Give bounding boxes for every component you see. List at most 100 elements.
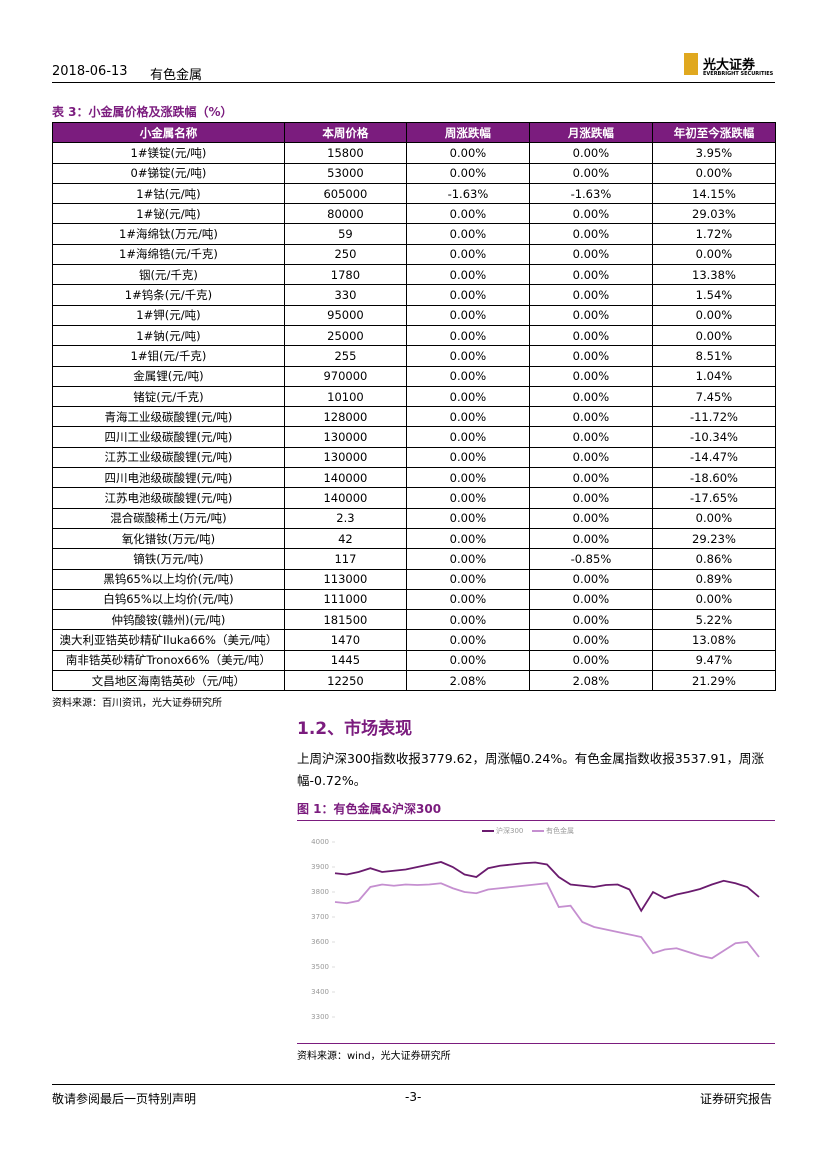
table-row: 青海工业级碳酸锂(元/吨) 128000 0.00% 0.00% -11.72% [52,406,777,428]
table-cell: 0.00% [528,345,653,367]
table-cell: 2.08% [528,670,653,692]
table-cell: 1.72% [651,223,777,245]
table-cell: 锗锭(元/千克) [52,385,285,408]
table-cell: 氧化镨钕(万元/吨) [52,527,285,550]
table-cell: 0.00% [405,264,530,286]
table-cell: 1#铋(元/吨) [52,203,285,225]
table-cell: 0.00% [405,507,530,529]
figure-source: 资料来源：wind，光大证券研究所 [297,1051,451,1062]
table-cell: 970000 [283,365,407,387]
table-row: 仲钨酸铵(赣州)(元/吨) 181500 0.00% 0.00% 5.22% [52,609,777,631]
footer-rule [52,1084,775,1085]
table-row: 四川工业级碳酸锂(元/吨) 130000 0.00% 0.00% -10.34% [52,426,777,448]
table-cell: 0.00% [405,324,530,347]
table-cell: 250 [283,243,407,266]
table-cell: 140000 [283,467,407,489]
table-cell: 0.00% [405,446,530,469]
table-cell: 0.00% [405,385,530,408]
table-cell: 0.00% [405,284,530,306]
table-cell: 0.00% [651,588,777,611]
table-cell: 0.00% [528,649,653,672]
table-cell: 0.00% [528,467,653,489]
table-cell: 混合碳酸稀土(万元/吨) [52,507,285,529]
table-cell: 0.89% [651,568,777,590]
table-row: 1#钨条(元/千克) 330 0.00% 0.00% 1.54% [52,284,777,306]
table-cell: 0.00% [405,467,530,489]
table-cell: 0.00% [405,487,530,509]
series-line [334,861,760,913]
table-cell: 0.00% [405,527,530,550]
table-row: 锗锭(元/千克) 10100 0.00% 0.00% 7.45% [52,385,777,408]
table-cell: 111000 [283,588,407,611]
table-row: 1#海绵锆(元/千克) 250 0.00% 0.00% 0.00% [52,243,777,266]
table-cell: 117 [283,548,407,570]
y-tick-label: 3500 [311,963,329,971]
table-cell: 5.22% [651,609,777,631]
table-cell: 2.08% [405,670,530,692]
table-cell: 7.45% [651,385,777,408]
table-cell: 0.00% [405,609,530,631]
logo-en: EVERBRIGHT SECURITIES [703,71,774,77]
table-cell: 1#海绵钛(万元/吨) [52,223,285,245]
table-cell: 0.00% [528,324,653,347]
table-cell: 铟(元/千克) [52,264,285,286]
table-cell: 181500 [283,609,407,631]
table-cell: 0.00% [528,365,653,387]
table-cell: 0.00% [405,162,530,184]
table-row: 四川电池级碳酸锂(元/吨) 140000 0.00% 0.00% -18.60% [52,467,777,489]
table-cell: 0.00% [528,406,653,428]
y-tick-label: 3300 [311,1013,329,1021]
table-cell: -14.47% [651,446,777,469]
table-cell: 8.51% [651,345,777,367]
table-cell: 80000 [283,203,407,225]
y-tick-label: 3700 [311,913,329,921]
figure-rule [297,1043,775,1044]
header-date: 2018-06-13 [52,64,128,79]
table-cell: 140000 [283,487,407,509]
legend-label: 有色金属 [546,826,574,835]
table-cell: 29.03% [651,203,777,225]
table-cell: 0.00% [405,568,530,590]
table-cell: 0#锑锭(元/吨) [52,162,285,184]
table-cell: 四川工业级碳酸锂(元/吨) [52,426,285,448]
table-cell: 0.00% [651,304,777,326]
table-cell: 13.38% [651,264,777,286]
table-source: 资料来源：百川资讯，光大证券研究所 [52,698,222,709]
table-cell: 0.00% [405,243,530,266]
table-cell: 0.00% [405,365,530,387]
table-cell: 镝铁(万元/吨) [52,548,285,570]
table-row: 铟(元/千克) 1780 0.00% 0.00% 13.38% [52,264,777,286]
table-cell: 2.3 [283,507,407,529]
column-header: 本周价格 [283,121,407,144]
table-cell: 53000 [283,162,407,184]
table-row: 1#镁锭(元/吨) 15800 0.00% 0.00% 3.95% [52,142,777,164]
table-cell: 0.00% [405,142,530,164]
table-cell: 0.00% [651,243,777,266]
table-cell: 0.00% [528,507,653,529]
table-row: 1#钠(元/吨) 25000 0.00% 0.00% 0.00% [52,324,777,347]
table-cell: 130000 [283,426,407,448]
table-cell: 0.00% [528,203,653,225]
table-cell: -11.72% [651,406,777,428]
table-cell: 0.00% [405,588,530,611]
table-cell: 128000 [283,406,407,428]
table-cell: 文昌地区海南锆英砂（元/吨） [52,670,285,692]
footer-center: -3- [405,1090,422,1104]
table-cell: 0.00% [528,426,653,448]
table-cell: 9.47% [651,649,777,672]
series-line [334,882,760,960]
table-cell: 15800 [283,142,407,164]
y-tick-label: 3800 [311,888,329,896]
table-cell: 金属锂(元/吨) [52,365,285,387]
table-row: 南非锆英砂精矿Tronox66%（美元/吨） 1445 0.00% 0.00% 9.47… [52,649,777,672]
legend-label: 沪深300 [496,826,523,835]
table-cell: -10.34% [651,426,777,448]
table-cell: 0.00% [405,426,530,448]
table-cell: 1445 [283,649,407,672]
table-cell: 255 [283,345,407,367]
table-cell: 113000 [283,568,407,590]
table-row: 1#钾(元/吨) 95000 0.00% 0.00% 0.00% [52,304,777,326]
table-row: 氧化镨钕(万元/吨) 42 0.00% 0.00% 29.23% [52,527,777,550]
column-header: 月涨跌幅 [528,121,653,144]
